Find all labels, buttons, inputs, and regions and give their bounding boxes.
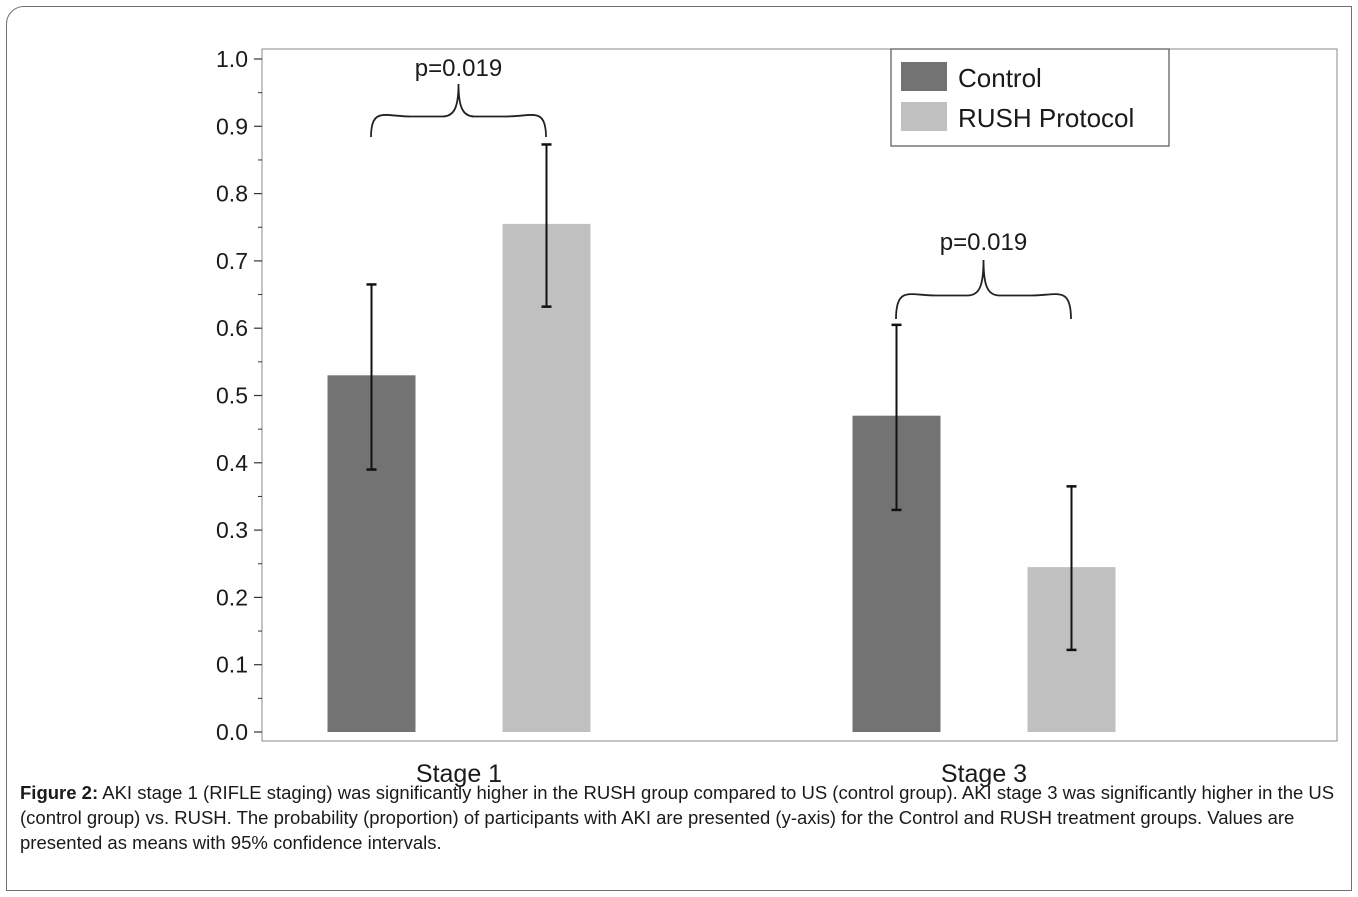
- y-tick-label: 0.8: [216, 181, 248, 207]
- y-tick-label: 0.9: [216, 113, 248, 139]
- y-tick-label: 0.6: [216, 315, 248, 341]
- legend-swatch: [901, 102, 947, 131]
- significance-annotations: p=0.019 p=0.019: [370, 55, 1072, 320]
- x-axis-labels: Stage 1 Stage 3: [416, 760, 1027, 788]
- y-tick-label: 0.3: [216, 517, 248, 543]
- p-value-label: p=0.019: [940, 229, 1027, 256]
- error-bars-group: [366, 143, 1077, 652]
- p-value-label: p=0.019: [415, 55, 502, 82]
- legend-label: Control: [958, 63, 1042, 93]
- bar: [502, 223, 591, 732]
- y-tick-label: 0.4: [216, 450, 248, 476]
- y-tick-label: 1.0: [216, 46, 248, 72]
- bars-group: [327, 223, 1116, 732]
- legend: Control RUSH Protocol: [890, 48, 1170, 147]
- y-tick-label: 0.7: [216, 248, 248, 274]
- significance-brace: [370, 83, 547, 138]
- x-category-label: Stage 3: [941, 760, 1027, 788]
- plot-border: [261, 48, 1338, 742]
- y-axis: 0.0 0.1 0.2 0.3 0.4 0.5 0.6 0.7 0.8 0.9 1.0: [216, 46, 262, 745]
- y-tick-label: 0.5: [216, 383, 248, 409]
- figure-caption: Figure 2: AKI stage 1 (RIFLE staging) wa…: [20, 780, 1350, 855]
- caption-text: AKI stage 1 (RIFLE staging) was signific…: [20, 782, 1335, 853]
- x-category-label: Stage 1: [416, 760, 502, 788]
- y-tick-label: 0.1: [216, 652, 248, 678]
- figure-frame: [6, 6, 1352, 891]
- legend-swatch: [901, 62, 947, 91]
- y-tick-label: 0.2: [216, 584, 248, 610]
- bar-chart: 0.0 0.1 0.2 0.3 0.4 0.5 0.6 0.7 0.8 0.9 1.0 Stage …: [216, 46, 1338, 788]
- y-tick-label: 0.0: [216, 719, 248, 745]
- figure-label: Figure 2:: [20, 782, 99, 803]
- significance-brace: [895, 259, 1072, 320]
- legend-label: RUSH Protocol: [958, 103, 1134, 133]
